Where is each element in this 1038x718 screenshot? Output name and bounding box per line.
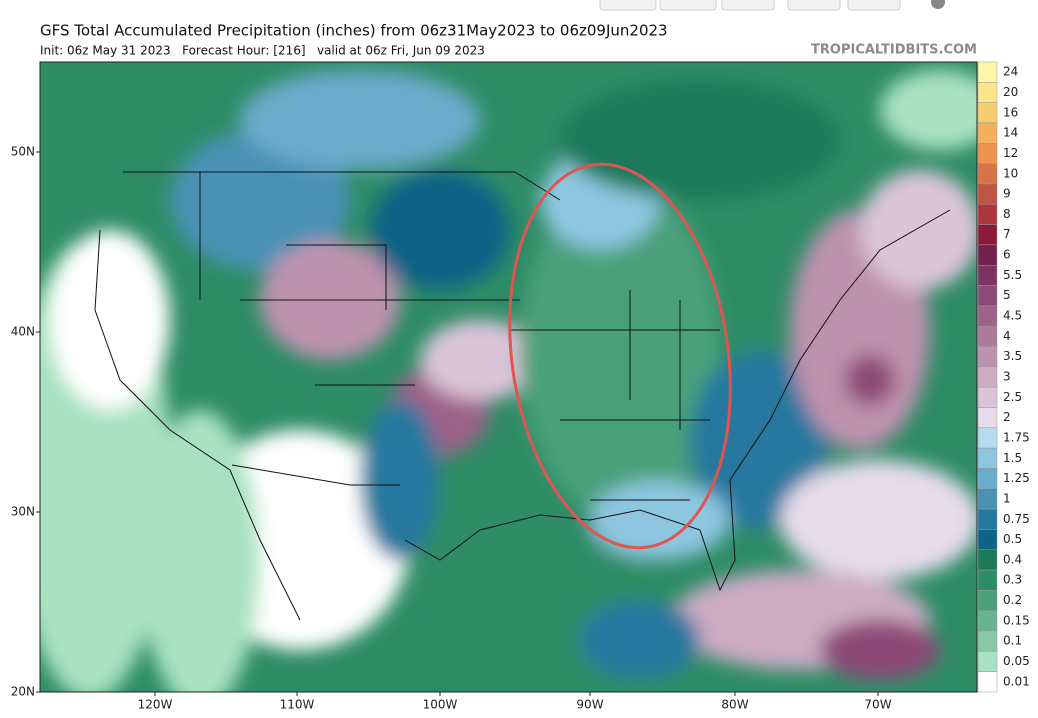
colorbar-label: 0.05 [1003, 654, 1030, 668]
button[interactable] [721, 0, 775, 11]
colorbar-label: 1.5 [1003, 451, 1022, 465]
button[interactable] [599, 0, 657, 11]
button[interactable] [787, 0, 841, 11]
colorbar-label: 0.01 [1003, 674, 1030, 688]
colorbar-label: 2.5 [1003, 390, 1022, 404]
colorbar-swatch [977, 163, 998, 185]
colorbar-label: 9 [1003, 187, 1011, 201]
browser-buttons [599, 0, 945, 11]
colorbar-label: 12 [1003, 146, 1018, 160]
button[interactable] [847, 0, 901, 11]
colorbar-swatch [977, 569, 998, 591]
lon-label: 100W [423, 698, 458, 712]
colorbar-label: 7 [1003, 227, 1011, 241]
colorbar-swatch [977, 630, 998, 652]
lon-label: 80W [721, 698, 748, 712]
colorbar-swatch [977, 224, 998, 246]
lat-label: 20N [11, 685, 35, 699]
colorbar-label: 3.5 [1003, 349, 1022, 363]
colorbar-swatch [977, 651, 998, 672]
lat-label: 50N [11, 145, 35, 159]
title: GFS Total Accumulated Precipitation (inc… [40, 22, 668, 40]
colorbar-swatch [977, 82, 998, 103]
colorbar-label: 4.5 [1003, 309, 1022, 323]
lat-label: 30N [11, 505, 35, 519]
map [40, 62, 977, 692]
colorbar-swatch [977, 244, 998, 266]
colorbar-label: 14 [1003, 126, 1018, 140]
button[interactable] [659, 0, 717, 11]
colorbar-label: 0.1 [1003, 634, 1022, 648]
colorbar-swatch [977, 529, 998, 550]
colorbar-swatch [977, 590, 998, 611]
lon-label: 120W [138, 698, 173, 712]
watermark: TROPICALTIDBITS.COM [811, 43, 977, 58]
colorbar-label: 20 [1003, 85, 1018, 99]
lat-label: 40N [11, 325, 35, 339]
colorbar-swatch [977, 325, 998, 347]
colorbar-label: 6 [1003, 248, 1011, 262]
lon-label: 110W [280, 698, 315, 712]
colorbar-swatch [977, 610, 998, 632]
colorbar-label: 0.15 [1003, 613, 1030, 627]
colorbar-swatch [977, 264, 998, 286]
colorbar-swatch [977, 285, 998, 307]
coastline [94, 209, 951, 621]
colorbar-swatch [977, 122, 998, 144]
colorbar-swatch [977, 488, 998, 510]
colorbar-label: 3 [1003, 370, 1011, 384]
colorbar: 24 20 16 14 12 10 9 8 7 6 5.5 5 4.5 4 3.5 3 2.5 2 1.75 1.5 1… [977, 61, 1030, 693]
colorbar-label: 5.5 [1003, 268, 1022, 282]
colorbar-label: 1 [1003, 491, 1011, 505]
colorbar-swatch [977, 204, 998, 225]
colorbar-label: 0.5 [1003, 532, 1022, 546]
colorbar-swatch [977, 407, 998, 429]
colorbar-label: 0.4 [1003, 552, 1022, 566]
colorbar-swatch [977, 468, 998, 490]
highlight-ellipse [508, 162, 732, 550]
colorbar-label: 0.75 [1003, 512, 1030, 526]
colorbar-swatch [977, 671, 998, 693]
axes: 50N 40N 30N 20N 120W 110W 100W 90W 80W 70W [11, 145, 892, 712]
colorbar-swatch [977, 102, 998, 124]
map-frame [39, 61, 978, 693]
colorbar-swatch [977, 305, 998, 327]
colorbar-label: 24 [1003, 65, 1018, 79]
colorbar-label: 0.2 [1003, 593, 1022, 607]
colorbar-swatch [977, 549, 998, 571]
lon-label: 70W [864, 698, 891, 712]
colorbar-swatch [977, 346, 998, 368]
colorbar-swatch [977, 427, 998, 449]
colorbar-swatch [977, 366, 998, 388]
colorbar-swatch [977, 386, 998, 408]
state-borders [123, 171, 720, 501]
colorbar-swatch [977, 183, 998, 205]
colorbar-swatch [977, 508, 998, 530]
colorbar-swatch [977, 143, 998, 164]
colorbar-label: 2 [1003, 410, 1011, 424]
colorbar-swatch [977, 447, 998, 469]
colorbar-label: 4 [1003, 329, 1011, 343]
colorbar-label: 1.25 [1003, 471, 1030, 485]
colorbar-swatch [977, 61, 998, 83]
colorbar-label: 8 [1003, 207, 1011, 221]
lon-label: 90W [576, 698, 603, 712]
gear-icon[interactable] [931, 0, 945, 9]
colorbar-label: 16 [1003, 105, 1018, 119]
colorbar-label: 5 [1003, 288, 1011, 302]
colorbar-label: 0.3 [1003, 573, 1022, 587]
colorbar-label: 10 [1003, 166, 1018, 180]
colorbar-label: 1.75 [1003, 430, 1030, 444]
subtitle: Init: 06z May 31 2023 Forecast Hour: [21… [40, 44, 485, 58]
